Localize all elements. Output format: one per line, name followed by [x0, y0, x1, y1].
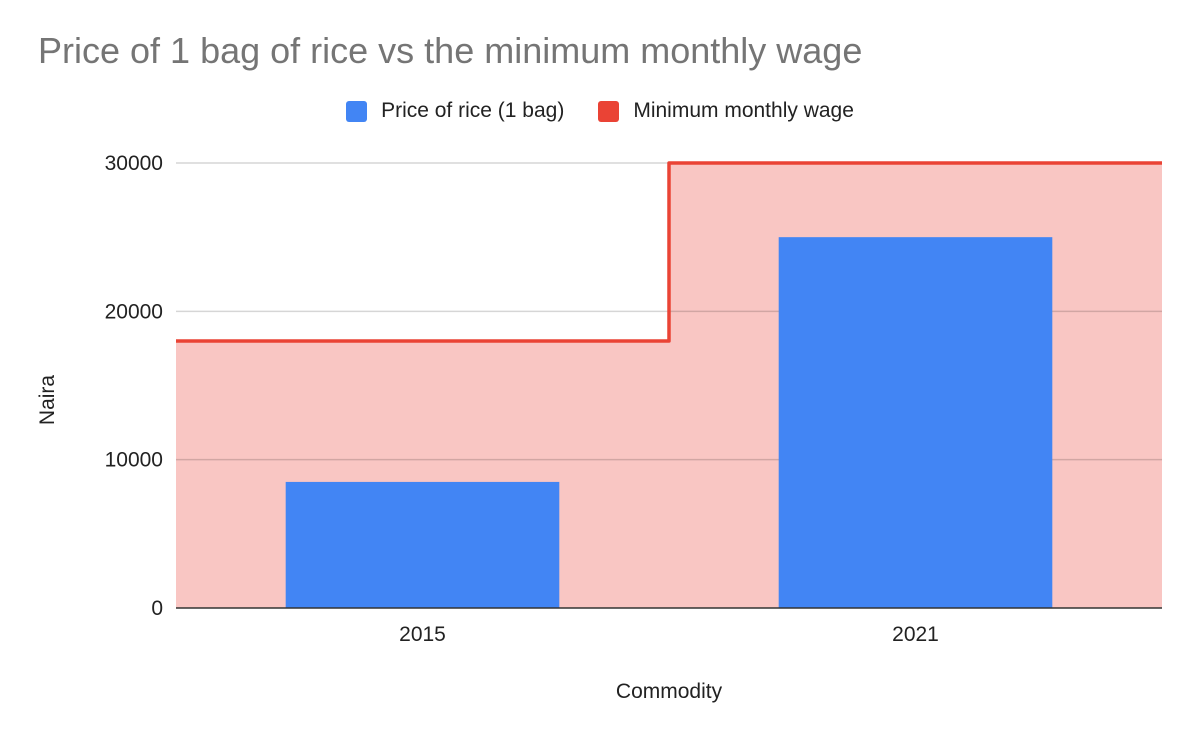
y-tick-label: 20000 [105, 300, 163, 323]
legend-label-rice-price: Price of rice (1 bag) [381, 99, 565, 122]
y-tick-label: 10000 [105, 449, 163, 472]
legend-item-rice-price[interactable]: Price of rice (1 bag) [346, 99, 564, 123]
legend: Price of rice (1 bag) Minimum monthly wa… [0, 99, 1200, 123]
x-axis-title: Commodity [615, 680, 723, 703]
wage-line-layer [176, 161, 1162, 343]
chart-title: Price of 1 bag of rice vs the minimum mo… [38, 30, 863, 71]
legend-swatch-rice-price [346, 100, 368, 122]
y-axis-title: Naira [36, 374, 59, 426]
bar-layer [285, 237, 1053, 608]
legend-item-minimum-wage[interactable]: Minimum monthly wage [598, 99, 854, 123]
bar-2015 [285, 481, 560, 608]
axes: 0 10000 20000 30000 2015 2021 [105, 152, 1162, 646]
bar-2021 [778, 237, 1053, 608]
x-tick-label: 2021 [892, 623, 939, 646]
y-tick-label: 30000 [105, 152, 163, 175]
y-tick-label: 0 [151, 597, 163, 620]
x-tick-label: 2015 [399, 623, 446, 646]
legend-swatch-minimum-wage [598, 100, 620, 122]
wage-line [176, 161, 1162, 343]
legend-label-minimum-wage: Minimum monthly wage [633, 99, 854, 122]
